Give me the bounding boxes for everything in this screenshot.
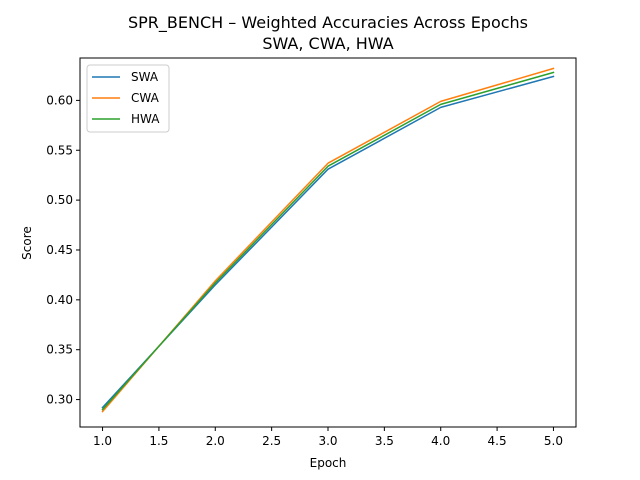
- x-axis-ticks: 1.0 1.5 2.0 2.5 3.0 3.5 4.0 4.5 5.0: [93, 427, 563, 448]
- y-tick-label: 0.60: [46, 93, 73, 107]
- y-tick-label: 0.40: [46, 293, 73, 307]
- x-tick-label: 4.5: [488, 434, 507, 448]
- y-tick-label: 0.30: [46, 393, 73, 407]
- x-tick-label: 4.0: [431, 434, 450, 448]
- x-tick-label: 3.5: [375, 434, 394, 448]
- y-axis-ticks: 0.30 0.35 0.40 0.45 0.50 0.55 0.60: [46, 93, 80, 407]
- legend-box: [86, 64, 170, 133]
- x-axis-label: Epoch: [310, 456, 347, 470]
- chart-subtitle: SWA, CWA, HWA: [262, 34, 393, 53]
- x-tick-label: 3.0: [318, 434, 337, 448]
- y-tick-label: 0.50: [46, 193, 73, 207]
- legend-label-swa: SWA: [131, 70, 159, 84]
- x-tick-label: 1.5: [149, 434, 168, 448]
- x-tick-label: 2.5: [262, 434, 281, 448]
- chart-title: SPR_BENCH – Weighted Accuracies Across E…: [128, 13, 528, 33]
- y-tick-label: 0.45: [46, 243, 73, 257]
- y-tick-label: 0.55: [46, 143, 73, 157]
- series-lines: [101, 67, 555, 413]
- y-tick-label: 0.35: [46, 343, 73, 357]
- x-tick-label: 2.0: [206, 434, 225, 448]
- x-tick-label: 1.0: [93, 434, 112, 448]
- legend: SWA CWA HWA: [86, 64, 170, 133]
- y-axis-label: Score: [20, 226, 34, 260]
- legend-label-hwa: HWA: [131, 112, 160, 126]
- x-tick-label: 5.0: [544, 434, 563, 448]
- legend-label-cwa: CWA: [131, 91, 160, 105]
- legend-items: SWA CWA HWA: [92, 70, 160, 126]
- series-line-hwa: [101, 71, 555, 411]
